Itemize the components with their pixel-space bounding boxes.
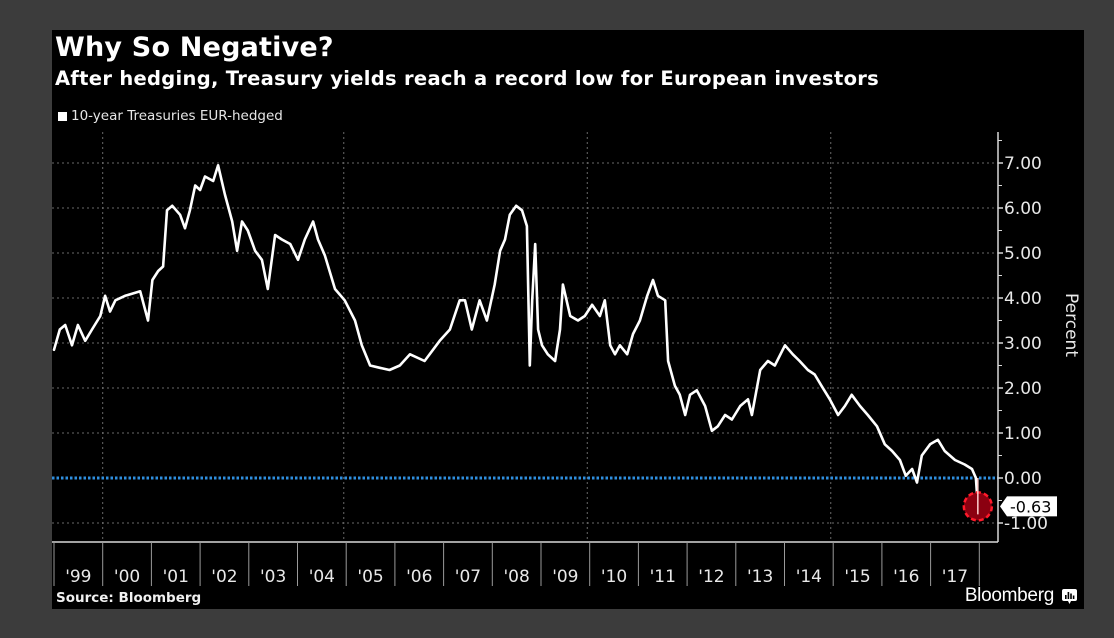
x-tick-label: '09 [552,567,578,587]
x-tick-label: '17 [942,567,968,587]
x-tick-label: '03 [260,567,286,587]
chart-canvas: 7.00 6.00 5.00 4.00 3.00 2.00 1.00 0.00 -1.00 '99… [52,132,1081,587]
callout-pointer [1000,496,1007,517]
x-tick-label: '16 [893,567,919,587]
x-tick-label: '07 [455,567,481,587]
y-tick-label: 4.00 [1004,289,1042,309]
last-value-callout: -0.63 [1000,496,1057,517]
y-tick-label: 2.00 [1004,379,1042,399]
x-tick-label: '02 [211,567,237,587]
legend-label: 10-year Treasuries EUR-hedged [71,108,283,124]
series-line [52,164,980,508]
callout-box [1007,496,1057,517]
x-tick-label: '11 [650,567,676,587]
chart-subtitle: After hedging, Treasury yields reach a r… [55,67,880,90]
x-tick-label: '15 [844,567,870,587]
y-tick-label: 0.00 [1004,469,1042,489]
x-tick-label: '01 [163,567,189,587]
x-tick-label: '00 [114,567,140,587]
source-note: Source: Bloomberg [56,590,202,606]
chart-panel: Why So Negative? After hedging, Treasury… [52,30,1084,609]
series-layer [52,164,980,508]
y-tick-label: 7.00 [1004,154,1042,174]
legend: 10-year Treasuries EUR-hedged [58,108,283,124]
y-tick-label: 5.00 [1004,244,1042,264]
y-tick-label: 6.00 [1004,199,1042,219]
bloomberg-terminal-icon [1062,589,1077,604]
x-tick-label: '05 [357,567,383,587]
axis-layer: 7.00 6.00 5.00 4.00 3.00 2.00 1.00 0.00 -1.00 '99… [52,132,1048,587]
chart-title: Why So Negative? [55,32,334,63]
y-tick-label: 1.00 [1004,424,1042,444]
grid-layer [52,132,998,542]
x-tick-label: '12 [698,567,724,587]
bloomberg-logo: Bloomberg [964,585,1054,606]
legend-swatch [58,111,67,121]
x-tick-label: '99 [65,567,91,587]
annotation-layer: -0.63 [962,478,1057,522]
x-tick-label: '08 [503,567,529,587]
x-tick-label: '04 [309,567,335,587]
last-value-label: -0.63 [1010,497,1051,516]
x-tick-label: '10 [601,567,627,587]
y-axis-title: Percent [1061,293,1081,357]
x-tick-label: '06 [406,567,432,587]
y-tick-label: 3.00 [1004,334,1042,354]
x-tick-label: '14 [796,567,822,587]
x-tick-label: '13 [747,567,773,587]
y-tick-label: -1.00 [1004,514,1048,534]
